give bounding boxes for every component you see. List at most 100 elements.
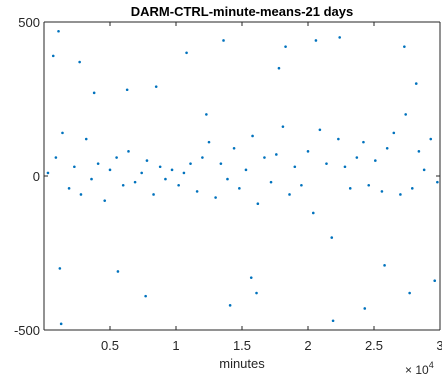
data-point	[403, 45, 406, 48]
data-point	[201, 156, 204, 159]
data-point	[256, 202, 260, 206]
data-point	[392, 131, 396, 135]
x-tick-label: 1.5	[233, 338, 251, 353]
data-point	[182, 171, 186, 175]
data-point	[121, 183, 125, 187]
data-point	[284, 45, 287, 48]
data-point	[73, 165, 76, 169]
data-point	[144, 294, 147, 298]
y-tick-label: -500	[14, 323, 40, 338]
data-point	[251, 134, 254, 138]
data-point	[92, 91, 96, 95]
x-tick-label: 2.5	[365, 338, 383, 353]
data-point	[383, 264, 386, 267]
y-tick-label: 500	[18, 15, 40, 30]
data-point	[79, 193, 83, 196]
data-point	[116, 270, 120, 273]
data-point	[90, 177, 93, 181]
data-point	[189, 162, 192, 165]
data-point	[300, 183, 303, 187]
data-point	[46, 171, 50, 175]
data-point	[343, 165, 347, 169]
data-point	[337, 137, 340, 141]
data-point	[152, 193, 155, 196]
data-point	[281, 125, 285, 129]
data-point	[205, 113, 208, 116]
data-point	[244, 168, 248, 172]
data-point	[58, 267, 62, 270]
data-point	[195, 190, 199, 193]
data-point	[164, 177, 167, 181]
data-point	[330, 236, 334, 239]
data-point	[318, 128, 322, 132]
data-point	[57, 29, 60, 33]
data-point	[214, 196, 217, 199]
data-point	[185, 51, 188, 55]
data-point	[54, 156, 58, 159]
data-point	[78, 60, 81, 64]
data-point	[115, 156, 118, 159]
data-point	[219, 162, 223, 165]
data-point	[145, 159, 149, 162]
data-point	[429, 137, 433, 141]
data-point	[436, 180, 439, 184]
data-point	[367, 183, 371, 187]
data-point	[374, 159, 377, 162]
chart-title: DARM-CTRL-minute-means-21 days	[131, 4, 353, 19]
data-point	[417, 150, 421, 153]
data-point	[255, 291, 258, 295]
data-point	[127, 150, 130, 153]
data-point	[222, 39, 225, 42]
data-point	[61, 131, 64, 135]
data-point	[404, 113, 407, 116]
data-point	[125, 88, 129, 92]
data-point	[103, 199, 107, 202]
data-point	[338, 36, 341, 39]
x-tick-label: 3	[436, 338, 442, 353]
plot-area	[44, 22, 440, 330]
data-point	[263, 156, 266, 159]
x-tick-label: 0.5	[101, 338, 119, 353]
y-tick-label: 0	[33, 169, 40, 184]
x-tick-label: 2	[304, 338, 311, 353]
data-point	[408, 291, 411, 295]
x-exponent-label: × 104	[405, 360, 434, 377]
data-point	[399, 193, 402, 196]
data-point	[275, 153, 278, 156]
data-point	[269, 180, 273, 184]
data-point	[154, 85, 158, 88]
x-exponent-base: × 10	[405, 363, 429, 377]
data-point	[293, 165, 297, 169]
data-point	[277, 66, 281, 70]
data-point	[108, 168, 112, 172]
data-point	[380, 190, 384, 193]
data-point	[325, 162, 328, 165]
data-point	[177, 183, 180, 187]
x-exponent-power: 4	[429, 360, 434, 370]
data-point	[410, 187, 414, 190]
data-point	[314, 39, 318, 42]
data-point	[288, 193, 291, 196]
x-axis-label: minutes	[219, 356, 265, 371]
data-point	[59, 322, 63, 326]
data-point	[422, 168, 426, 172]
data-point	[414, 82, 418, 85]
axis-ticks: 0.5 1 1.5 2 2.5 3 -500 0 500	[14, 15, 442, 353]
data-point	[170, 168, 174, 172]
data-point	[362, 140, 365, 144]
data-point	[140, 171, 143, 175]
data-point	[306, 150, 310, 153]
data-point	[158, 165, 162, 169]
data-point	[249, 276, 253, 279]
data-point	[311, 211, 315, 215]
data-point	[133, 180, 137, 184]
data-points	[46, 29, 439, 326]
data-point	[84, 137, 88, 141]
data-point	[331, 319, 335, 323]
data-point	[228, 304, 232, 307]
data-point	[433, 279, 437, 283]
x-tick-label: 1	[172, 338, 179, 353]
data-point	[51, 54, 55, 58]
data-point	[67, 187, 71, 190]
svg-text:× 104: × 104	[405, 360, 434, 377]
